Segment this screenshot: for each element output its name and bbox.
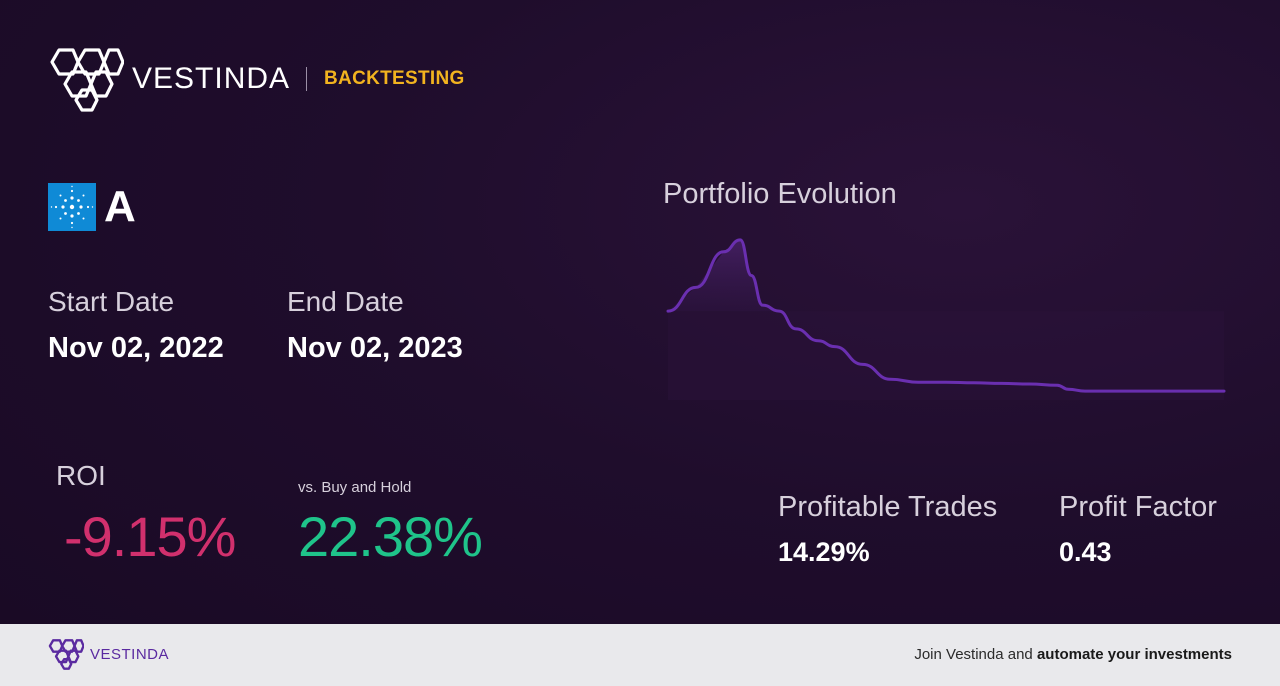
ticker-symbol: A [104, 182, 136, 231]
profitable-trades-label: Profitable Trades [778, 491, 998, 523]
brand-header[interactable]: VESTINDA BACKTESTING [48, 46, 465, 112]
baseline-band [668, 311, 1224, 400]
backtest-card: VESTINDA BACKTESTING A Start Date Nov 02… [48, 46, 1226, 568]
footer-cta-text: Join Vestinda and [914, 646, 1037, 663]
footer-brand[interactable]: VESTINDA [48, 638, 169, 670]
brand-divider [306, 67, 308, 91]
brand-product: BACKTESTING [324, 68, 465, 89]
brand-name: VESTINDA [132, 62, 291, 95]
footer-cta-bold: automate your investments [1036, 646, 1232, 663]
end-date-value: Nov 02, 2023 [287, 332, 463, 364]
portfolio-chart [666, 238, 1226, 400]
footer-brand-name: VESTINDA [90, 645, 170, 663]
profit-factor-value: 0.43 [1059, 537, 1112, 567]
start-date-value: Nov 02, 2022 [48, 332, 224, 364]
buy-hold-value: 22.38% [298, 505, 483, 568]
end-date-label: End Date [287, 286, 404, 317]
ticker: A [48, 183, 136, 231]
profitable-trades-value: 14.29% [778, 537, 870, 567]
footer-cta[interactable]: Join Vestinda and automate your investme… [914, 646, 1232, 663]
starburst-logo-icon [48, 183, 96, 231]
roi-label: ROI [56, 460, 106, 491]
footer: VESTINDA Join Vestinda and automate your… [0, 624, 1280, 686]
roi-value: -9.15% [64, 505, 236, 568]
hexagon-cluster-icon [48, 639, 84, 670]
profit-factor-label: Profit Factor [1059, 491, 1217, 523]
hexagon-cluster-icon [50, 48, 124, 112]
chart-title: Portfolio Evolution [663, 178, 897, 210]
chart-line [666, 238, 1226, 393]
start-date-label: Start Date [48, 286, 175, 317]
buy-hold-label: vs. Buy and Hold [298, 479, 412, 496]
chart-area [668, 239, 780, 312]
